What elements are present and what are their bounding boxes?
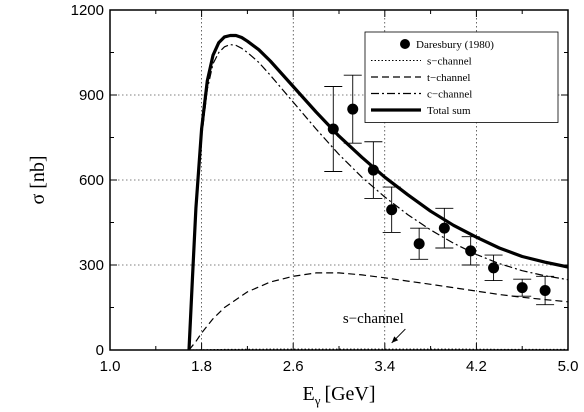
x-axis-label-unit: [GeV] (324, 383, 375, 405)
data-point (413, 238, 425, 250)
data-point (488, 262, 500, 274)
legend-label: s−channel (427, 56, 472, 68)
legend-marker (400, 39, 410, 49)
series-line (187, 33, 569, 351)
x-tick-label: 4.2 (466, 358, 487, 375)
y-tick-label: 1200 (71, 2, 104, 19)
y-tick-label: 600 (79, 172, 104, 189)
x-tick-label: 3.4 (374, 358, 395, 375)
y-tick-label: 900 (79, 87, 104, 104)
legend: Daresbury (1980) s−channel t−channel c−chan… (364, 31, 559, 123)
data-point (516, 282, 528, 294)
legend-label: t−channel (427, 72, 470, 84)
annotation-text: s−channel (343, 311, 404, 327)
data-point (347, 103, 359, 115)
legend-label: c−channel (427, 89, 472, 101)
series-line (188, 272, 569, 351)
data-point (438, 222, 450, 234)
data-point (367, 164, 379, 176)
x-tick-label: 2.6 (283, 358, 304, 375)
data-point (465, 245, 477, 257)
y-tick-label: 300 (79, 257, 104, 274)
annotation-arrowhead (391, 336, 399, 343)
data-point (327, 123, 339, 135)
annotations: s−channel (343, 311, 406, 344)
tick-labels: 0 300 600 900 1200 1.0 1.8 2.6 3.4 4.2 5.0 (71, 2, 579, 375)
x-tick-label: 5.0 (558, 358, 579, 375)
x-tick-label: 1.8 (191, 358, 212, 375)
x-axis-label: Eγ [GeV] (302, 383, 375, 408)
x-axis-label-sub: γ (314, 393, 321, 408)
y-tick-label: 0 (96, 342, 104, 359)
y-axis-label: σ [nb] (27, 155, 49, 204)
data-points (324, 74, 555, 306)
x-axis-label-main: E (302, 383, 314, 405)
legend-label: Daresbury (1980) (416, 39, 494, 51)
x-tick-label: 1.0 (100, 358, 121, 375)
data-point (386, 204, 398, 216)
axis-ticks (109, 9, 569, 351)
legend-label: Total sum (427, 105, 471, 117)
data-point (539, 285, 551, 296)
